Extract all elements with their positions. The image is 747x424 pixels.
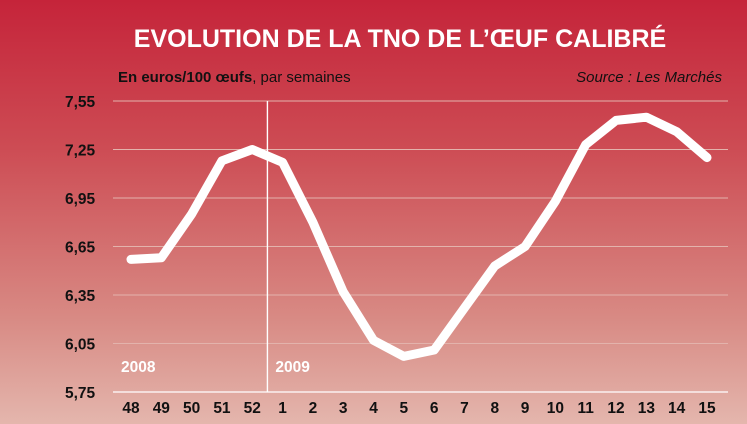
data-point <box>433 349 435 351</box>
chart-subtitle: En euros/100 œufs, par semaines <box>118 69 351 86</box>
x-tick-label: 13 <box>638 400 656 417</box>
data-point <box>221 160 223 162</box>
x-tick-label: 6 <box>430 400 439 417</box>
y-tick-label: 6,65 <box>65 240 96 257</box>
x-tick-label: 50 <box>183 400 200 417</box>
data-point <box>676 131 678 133</box>
series-line <box>126 112 712 361</box>
source-label: Source : Les Marchés <box>576 69 722 86</box>
x-tick-label: 9 <box>521 400 530 417</box>
data-point <box>554 200 556 202</box>
x-tick-label: 10 <box>547 400 564 417</box>
data-point <box>282 161 284 163</box>
x-tick-label: 7 <box>460 400 469 417</box>
year-label: 2009 <box>275 359 310 376</box>
y-tick-label: 7,55 <box>65 94 96 111</box>
y-axis-ticks: 7,55 7,25 6,95 6,65 6,35 6,05 5,75 <box>65 94 96 402</box>
data-point <box>645 116 647 118</box>
data-point <box>463 307 465 309</box>
data-point <box>312 221 314 223</box>
x-tick-label: 8 <box>490 400 499 417</box>
x-tick-label: 52 <box>244 400 261 417</box>
year-label: 2008 <box>121 359 156 376</box>
y-tick-label: 5,75 <box>65 385 96 402</box>
data-point <box>524 246 526 247</box>
data-point <box>191 213 193 215</box>
x-tick-label: 3 <box>339 400 348 417</box>
x-tick-label: 12 <box>607 400 624 417</box>
x-tick-label: 2 <box>309 400 318 417</box>
data-point <box>706 157 708 159</box>
units-label: En euros/100 œufs <box>118 69 252 86</box>
x-tick-label: 5 <box>400 400 409 417</box>
data-point <box>251 149 253 150</box>
data-point <box>494 265 496 267</box>
data-point <box>585 144 587 146</box>
x-tick-label: 48 <box>122 400 140 417</box>
chart-title: EVOLUTION DE LA TNO DE L’ŒUF CALIBRÉ <box>134 24 666 53</box>
x-tick-label: 1 <box>278 400 287 417</box>
x-axis-ticks: 48 49 50 51 52 1 2 3 4 5 6 7 8 9 10 11 12 13 14 15 <box>122 400 716 417</box>
x-tick-label: 14 <box>668 400 686 417</box>
x-tick-label: 15 <box>698 400 716 417</box>
data-point <box>342 291 344 293</box>
data-point <box>403 355 405 357</box>
grid-lines <box>113 100 728 393</box>
y-tick-label: 6,05 <box>65 337 96 354</box>
data-point <box>615 119 617 121</box>
data-point <box>160 257 162 259</box>
x-tick-label: 51 <box>213 400 231 417</box>
y-tick-label: 6,95 <box>65 191 96 208</box>
y-tick-label: 6,35 <box>65 288 96 305</box>
period-label: , par semaines <box>252 69 350 86</box>
data-point <box>130 258 132 260</box>
x-tick-label: 49 <box>153 400 171 417</box>
x-tick-label: 4 <box>369 400 378 417</box>
data-point <box>373 339 375 341</box>
y-tick-label: 7,25 <box>65 143 96 160</box>
year-labels: 2008 2009 <box>121 359 310 376</box>
series-lines <box>126 112 712 361</box>
x-tick-label: 11 <box>578 400 595 417</box>
